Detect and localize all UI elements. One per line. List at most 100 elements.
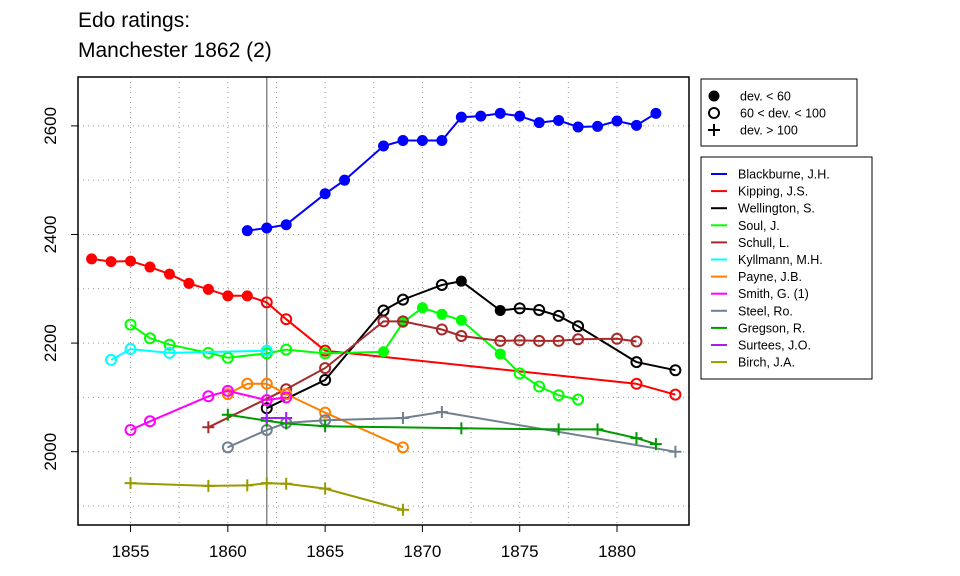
series-line [227,382,404,449]
data-point [572,320,585,333]
data-point [513,367,526,380]
data-point [630,335,643,348]
data-point [611,332,624,345]
data-point [261,222,273,234]
x-tick-label: 1875 [501,542,539,561]
data-point [280,343,293,356]
data-point [572,333,585,346]
series-11 [124,477,409,516]
legend-marker-plus [708,124,720,136]
plot-frame [77,76,690,526]
legend-marker-label: dev. < 60 [740,90,791,104]
data-point [202,479,215,492]
legend-series-label: Gregson, R. [738,321,805,335]
data-point [650,107,662,119]
data-point [241,377,254,390]
data-point [533,117,545,129]
data-point [260,477,273,490]
data-point [435,406,448,419]
data-point [319,188,331,200]
data-point [494,305,506,317]
legend-series-label: Smith, G. (1) [738,287,809,301]
data-point [377,315,390,328]
series-7 [124,384,293,436]
legend-series-label: Steel, Ro. [738,304,793,318]
data-point [280,313,293,326]
data-point [105,353,118,366]
data-point [572,121,584,133]
series-line [110,348,267,361]
data-point [124,477,137,490]
series-0 [241,107,662,237]
series-5 [105,343,273,366]
data-point [455,314,467,326]
grid-lines [78,77,689,525]
series-4 [202,315,643,434]
data-point [455,275,467,287]
data-point [513,334,526,347]
data-point [416,302,428,314]
legend-series-label: Payne, J.B. [738,270,802,284]
data-point [630,356,643,369]
x-tick-label: 1865 [306,542,344,561]
data-point [241,225,253,237]
data-point [260,296,273,309]
data-point [319,482,332,495]
data-point [533,380,546,393]
data-point [591,423,604,436]
data-point [630,377,643,390]
data-point [241,290,253,302]
data-point [319,362,332,375]
chart-title-line-2: Manchester 1862 (2) [78,39,272,62]
data-point [455,422,468,435]
data-point [552,423,565,436]
x-tick-label: 1855 [112,542,150,561]
series-line [207,320,637,429]
x-tick-label: 1860 [209,542,247,561]
data-point [378,346,389,358]
data-point [319,374,332,387]
data-point [124,423,137,436]
data-point [280,477,293,490]
legend-marker-filled [708,90,720,102]
y-tick-label: 2000 [41,433,60,471]
data-point [260,394,273,407]
data-point [611,115,623,127]
data-point [260,377,273,390]
data-point [552,389,565,402]
legend-series-label: Blackburne, J.H. [738,168,830,182]
data-point [280,219,292,231]
legend-series-label: Wellington, S. [738,202,815,216]
data-point [124,318,137,331]
chart-title-line-1: Edo ratings: [78,9,191,32]
data-point [221,408,234,421]
legend-series-label: Soul, J. [738,219,780,233]
series-line [130,389,287,431]
data-point [630,119,642,131]
data-point [183,277,195,289]
data-point [319,420,332,433]
legend-series-label: Kipping, J.S. [738,185,808,199]
data-point [202,421,215,434]
data-point [260,344,273,357]
y-tick-label: 2600 [41,107,60,145]
data-point [533,303,546,316]
data-point [396,503,409,516]
data-point [143,332,156,345]
data-point [514,110,526,122]
data-point [144,261,156,273]
series-10 [260,412,293,425]
legend-series-label: Schull, L. [738,236,789,250]
data-point [221,384,234,397]
data-point [494,107,506,119]
data-point [143,415,156,428]
data-point [435,323,448,336]
legend-series-label: Surtees, J.O. [738,339,811,353]
series-legend: Blackburne, J.H. Kipping, J.S. Wellington,… [700,156,873,380]
data-point [553,114,565,126]
data-point [378,140,389,152]
data-point [260,412,273,425]
data-point [125,255,137,267]
data-point [124,343,137,356]
data-point [552,334,565,347]
